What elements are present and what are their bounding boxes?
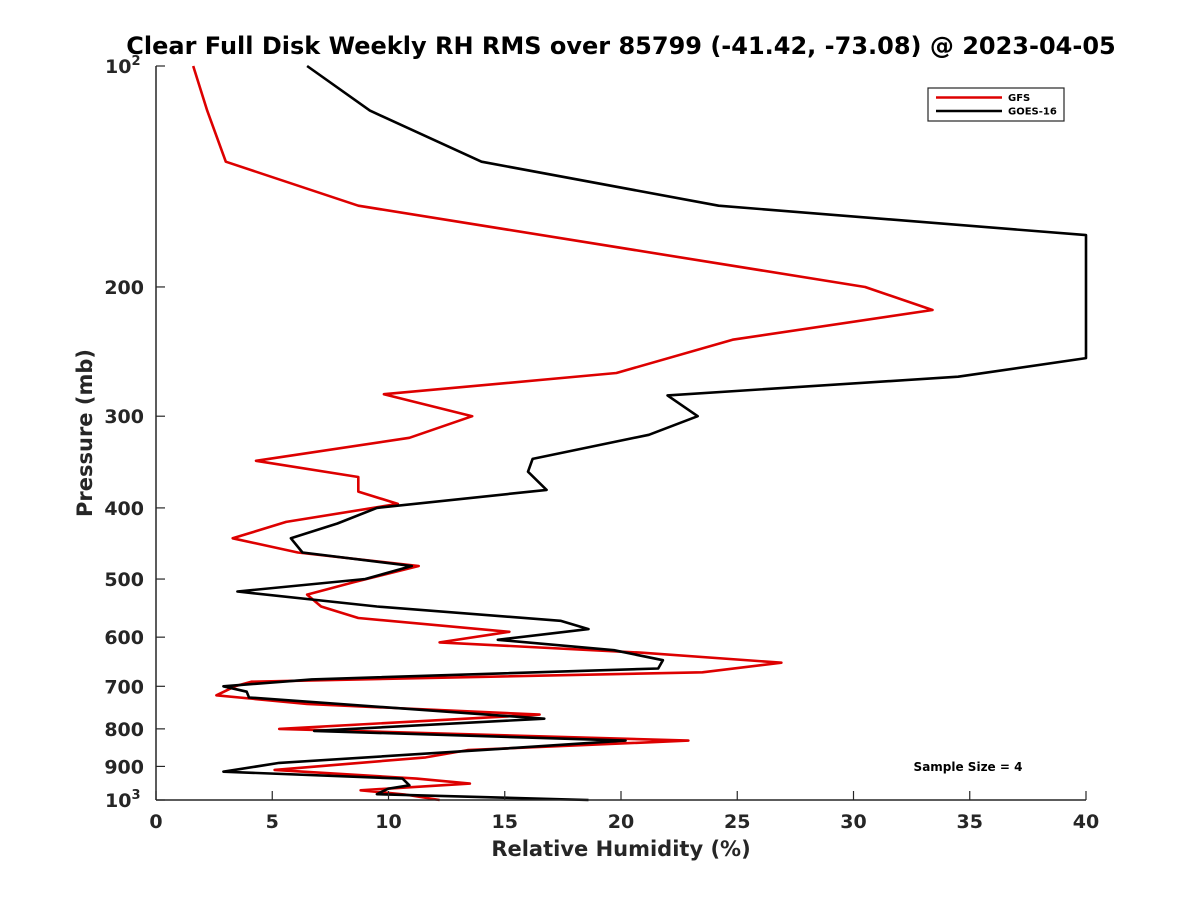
y-tick-label: 103 xyxy=(105,788,141,812)
x-tick-label: 30 xyxy=(840,811,866,833)
sample-size-annotation: Sample Size = 4 xyxy=(914,760,1023,774)
x-tick-label: 0 xyxy=(149,811,162,833)
y-tick-label: 900 xyxy=(104,756,144,778)
x-tick-label: 20 xyxy=(608,811,634,833)
x-axis-ticks: 0 5 10 15 20 25 30 35 40 xyxy=(149,791,1099,833)
series-layer xyxy=(191,64,1088,802)
x-axis-label: Relative Humidity (%) xyxy=(491,837,750,861)
y-tick-label: 700 xyxy=(104,676,144,698)
y-tick-label: 500 xyxy=(104,569,144,591)
x-tick-label: 40 xyxy=(1073,811,1099,833)
x-tick-label: 15 xyxy=(492,811,518,833)
x-tick-label: 25 xyxy=(724,811,750,833)
y-tick-label: 800 xyxy=(104,719,144,741)
y-axis-ticks: 102 200 300 400 500 600 700 800 900 103 xyxy=(104,54,165,812)
y-tick-label: 300 xyxy=(104,406,144,428)
y-tick-label: 200 xyxy=(104,277,144,299)
legend-label-gfs: GFS xyxy=(1008,93,1030,104)
x-tick-label: 35 xyxy=(957,811,983,833)
x-tick-label: 10 xyxy=(375,811,401,833)
y-tick-label: 102 xyxy=(105,54,141,78)
y-axis-label: Pressure (mb) xyxy=(73,349,97,517)
x-tick-label: 5 xyxy=(266,811,279,833)
legend-box xyxy=(927,87,1065,122)
chart-title: Clear Full Disk Weekly RH RMS over 85799… xyxy=(126,32,1115,60)
y-tick-label: 400 xyxy=(104,498,144,520)
series-line-goes16 xyxy=(222,64,1088,802)
y-tick-label: 600 xyxy=(104,627,144,649)
legend-label-goes16: GOES-16 xyxy=(1008,107,1057,118)
legend: GFS GOES-16 xyxy=(927,87,1065,122)
plot-area xyxy=(156,66,1086,800)
